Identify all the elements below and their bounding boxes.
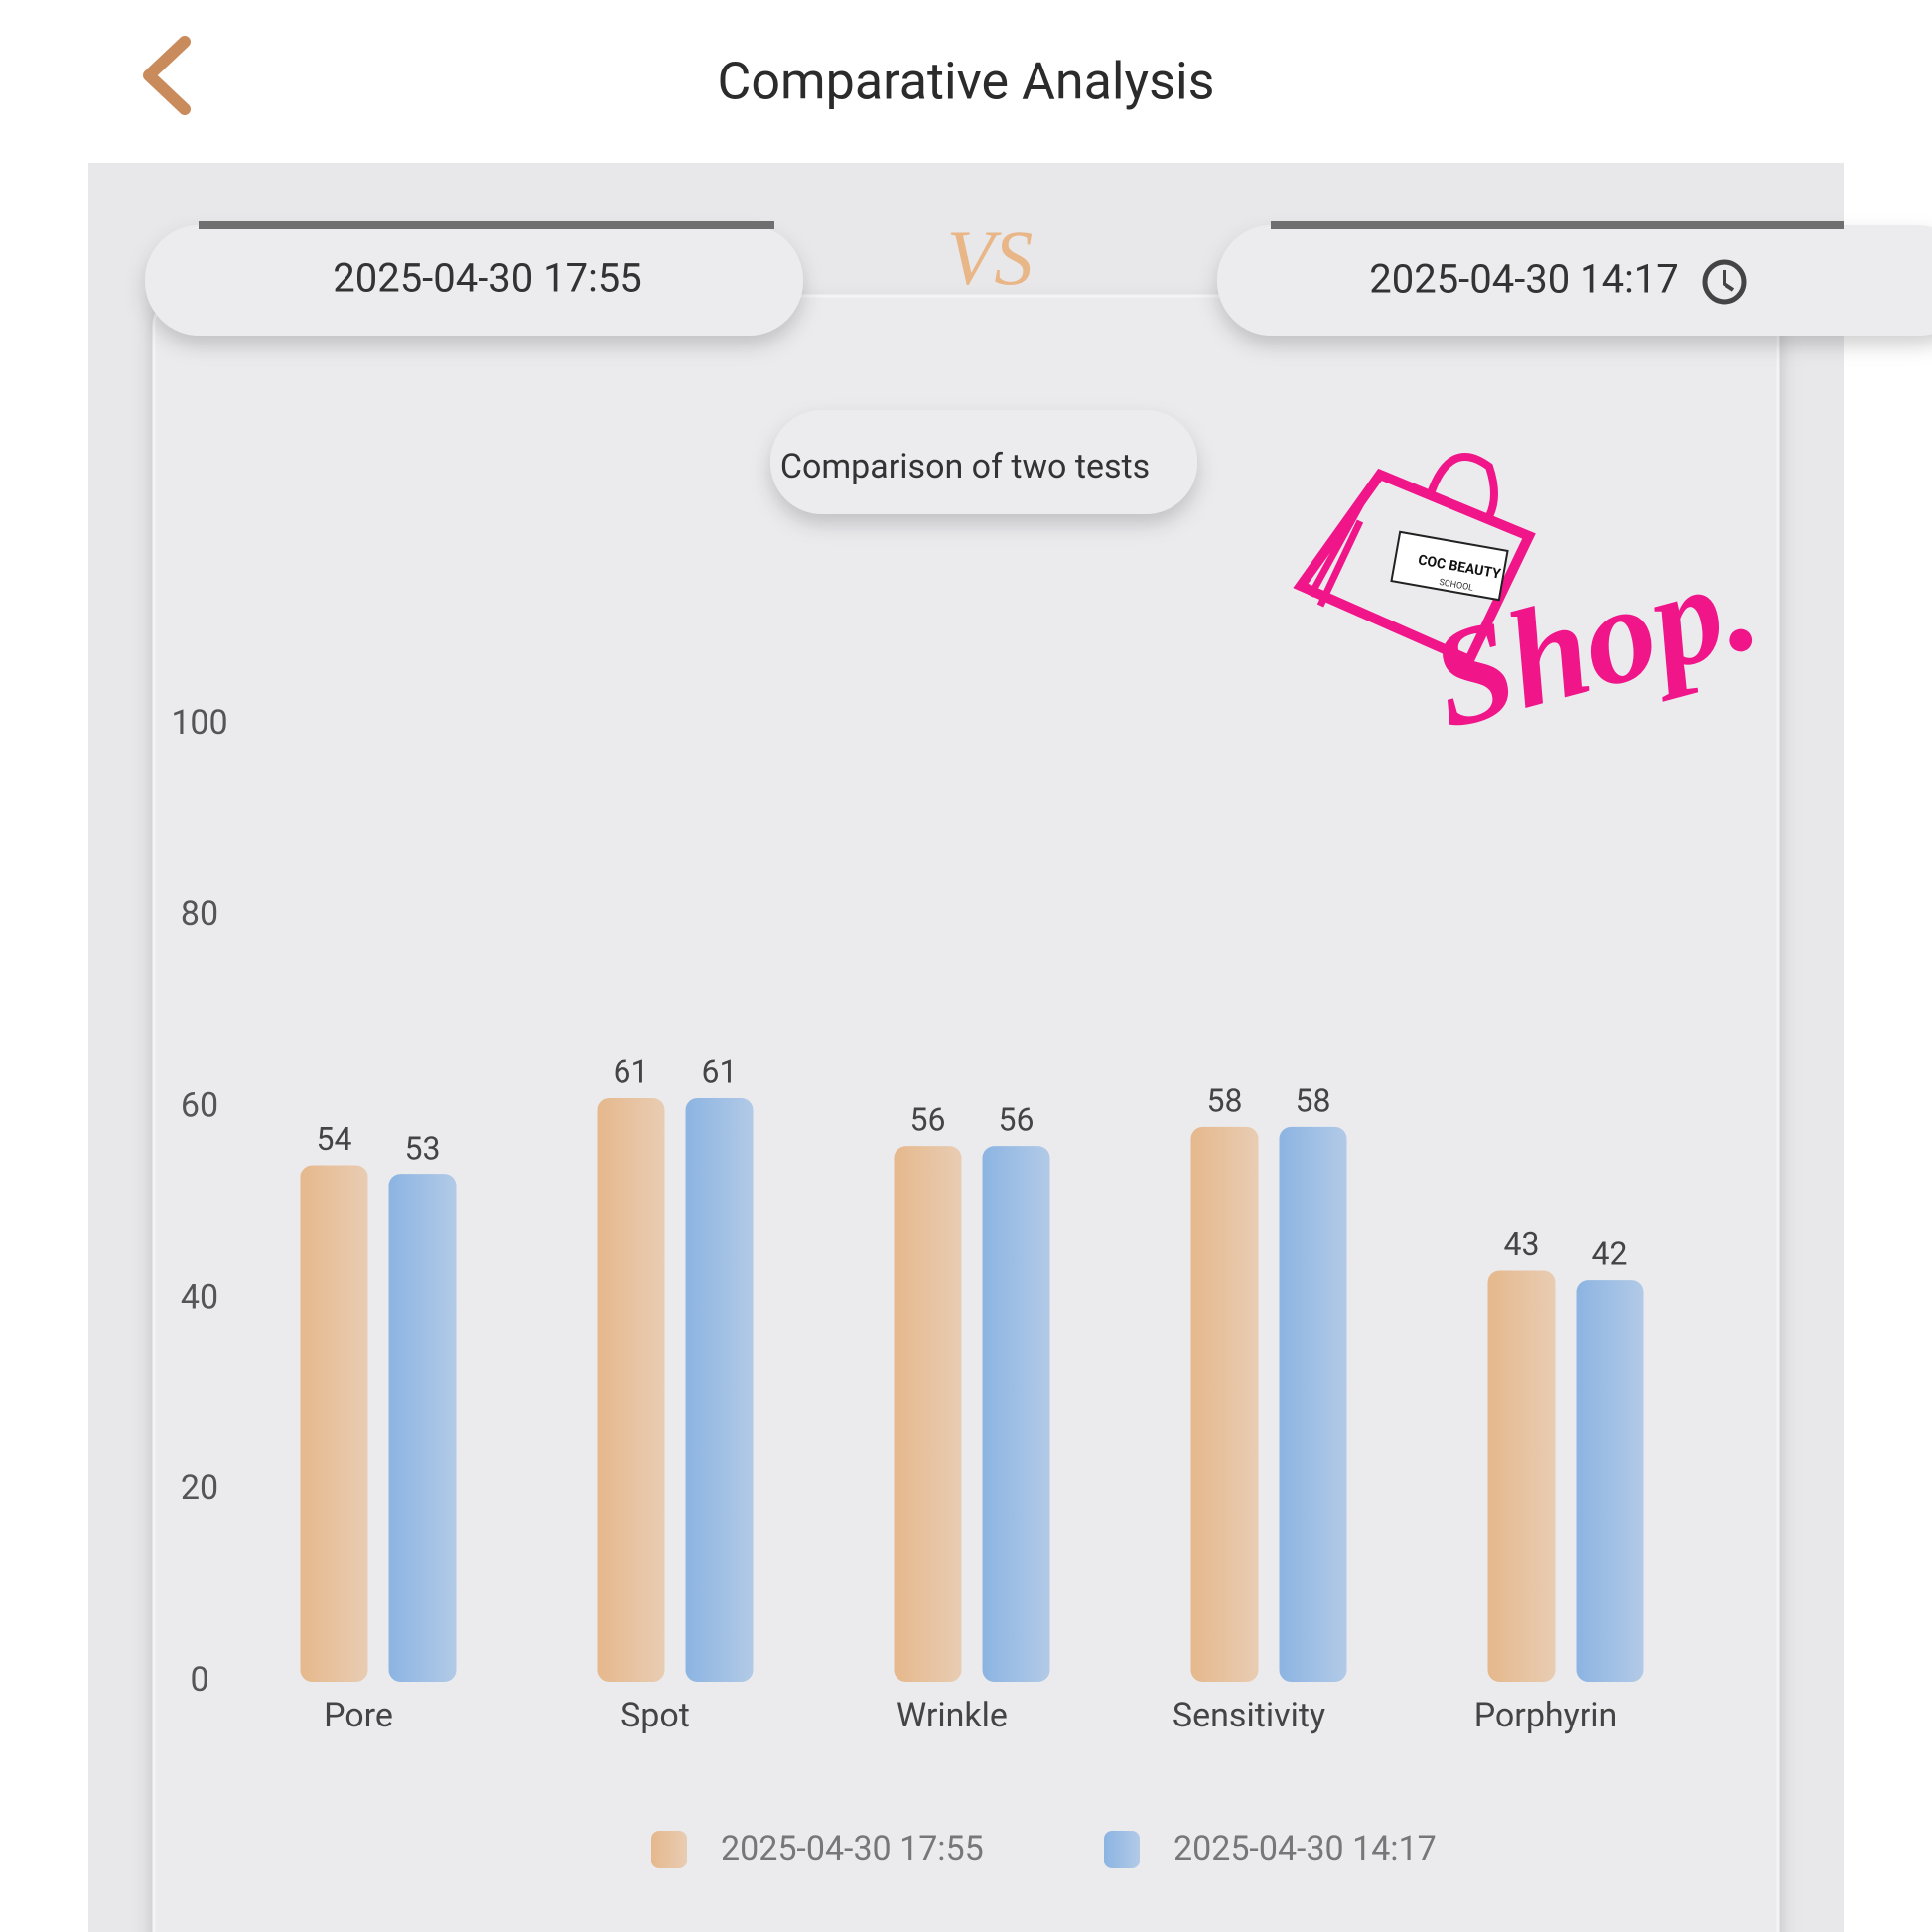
- bar: [1279, 1126, 1347, 1682]
- data-label: 58: [1207, 1081, 1243, 1119]
- x-tick-label: Pore: [324, 1696, 393, 1735]
- chart-card: [152, 294, 1780, 1932]
- y-tick-label: 0: [190, 1660, 208, 1700]
- bar: [1190, 1126, 1259, 1682]
- bar: [894, 1146, 962, 1682]
- legend-label: 2025-04-30 14:17: [1173, 1829, 1437, 1868]
- data-label: 53: [405, 1130, 441, 1168]
- x-tick-label: Wrinkle: [897, 1696, 1008, 1735]
- y-tick-label: 100: [171, 703, 227, 743]
- date-pill-left[interactable]: [145, 225, 803, 336]
- bar: [300, 1165, 368, 1682]
- data-label: 56: [910, 1101, 946, 1139]
- data-label: 43: [1504, 1225, 1540, 1263]
- date-left: 2025-04-30 17:55: [333, 255, 641, 302]
- data-label: 54: [317, 1120, 352, 1158]
- bar: [388, 1174, 457, 1682]
- bar: [1487, 1270, 1556, 1682]
- legend-swatch: [651, 1831, 687, 1868]
- data-label: 56: [999, 1101, 1035, 1139]
- vs-label: VS: [947, 214, 1034, 301]
- bar: [597, 1097, 665, 1682]
- y-tick-label: 80: [181, 895, 218, 934]
- data-label: 61: [614, 1052, 649, 1090]
- page-title: Comparative Analysis: [718, 52, 1215, 112]
- header-bar: [0, 0, 1932, 163]
- x-tick-label: Sensitivity: [1173, 1696, 1325, 1735]
- data-label: 61: [702, 1052, 738, 1090]
- legend-swatch: [1104, 1831, 1140, 1868]
- x-tick-label: Spot: [621, 1696, 690, 1735]
- data-label: 58: [1296, 1081, 1331, 1119]
- bar: [685, 1097, 754, 1682]
- chart-title: Comparison of two tests: [780, 447, 1150, 486]
- legend-label: 2025-04-30 17:55: [721, 1829, 984, 1868]
- y-tick-label: 60: [181, 1086, 218, 1126]
- subtitle-pill: [770, 410, 1197, 514]
- y-tick-label: 20: [181, 1468, 218, 1508]
- bar: [982, 1146, 1050, 1682]
- y-tick-label: 40: [181, 1277, 218, 1316]
- date-right: 2025-04-30 14:17: [1369, 256, 1678, 303]
- back-button[interactable]: [143, 36, 191, 115]
- date-pill-right[interactable]: [1217, 225, 1932, 336]
- bar: [1576, 1280, 1644, 1682]
- clock-icon[interactable]: [1702, 259, 1747, 305]
- x-tick-label: Porphyrin: [1474, 1696, 1618, 1735]
- data-label: 42: [1592, 1235, 1628, 1273]
